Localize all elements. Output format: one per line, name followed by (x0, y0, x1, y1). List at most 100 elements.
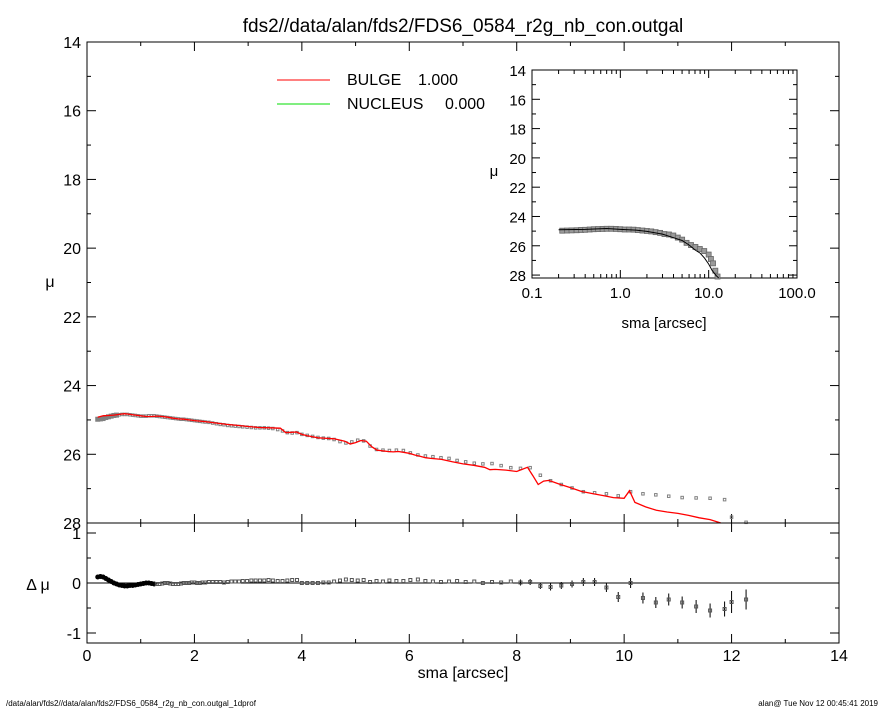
main-y-axis-label: μ (45, 274, 54, 291)
legend-value: 1.000 (418, 72, 458, 89)
inset-model-line (558, 227, 720, 279)
residual-ticks: 10-10 2 4 6 8 10 12 14 (67, 523, 848, 665)
main-data-point (528, 465, 532, 470)
main-data-point (499, 463, 503, 468)
residual-point (343, 577, 348, 582)
residual-point (257, 578, 262, 583)
main-data-point (481, 462, 485, 466)
residual-point (214, 580, 219, 584)
inset-y-tick-label: 16 (509, 92, 526, 109)
main-data-point (641, 492, 645, 496)
residual-point (518, 580, 523, 585)
inset-ticks: 14 16 18 20 22 24 26 280.1 1.0 10.0 100.0 (509, 63, 815, 302)
main-ticks: 14 16 18 20 22 24 26 28 (63, 35, 840, 533)
main-data-point (455, 458, 459, 463)
main-data-point (616, 494, 620, 498)
residual-points (95, 574, 749, 618)
inset-x-tick-label: 100.0 (778, 285, 816, 302)
residual-point (616, 595, 621, 599)
inset-y-tick-label: 28 (509, 268, 526, 285)
residual-point (229, 579, 234, 584)
residual-y-tick-label: 1 (72, 526, 81, 543)
x-tick-label: 12 (723, 648, 741, 665)
residual-point (225, 580, 230, 584)
residual-point (280, 579, 285, 583)
residual-point (206, 580, 211, 584)
inset-y-axis-label: μ (490, 163, 499, 180)
residual-point (592, 580, 597, 584)
main-data-point (472, 461, 477, 465)
residual-point (653, 600, 658, 605)
main-y-tick-label: 16 (63, 104, 81, 121)
footer-timestamp: alan@ Tue Nov 12 00:45:41 2019 (758, 699, 878, 708)
residual-point (305, 581, 310, 585)
bulge-model-line (97, 413, 721, 524)
main-y-tick-label: 14 (63, 35, 81, 52)
inset-y-tick-label: 14 (509, 63, 526, 80)
main-data-point (509, 465, 513, 470)
residual-point (528, 580, 533, 584)
residual-point (722, 607, 727, 611)
residual-point (203, 580, 208, 585)
legend-name: BULGE (347, 72, 401, 89)
residual-point (285, 578, 290, 583)
legend: BULGE 1.000 NUCLEUS 0.000 (277, 72, 485, 113)
inset-x-tick-label: 10.0 (694, 285, 723, 302)
residual-point (249, 578, 254, 583)
main-data-point (463, 460, 468, 464)
main-data-point (538, 473, 543, 477)
residual-point (499, 580, 504, 585)
residual-point (374, 579, 379, 583)
residual-point (708, 608, 713, 613)
inset-data-point (710, 260, 716, 267)
residual-point (218, 580, 223, 584)
residual-point (480, 581, 485, 585)
x-tick-label: 0 (83, 648, 92, 665)
residual-point (628, 581, 633, 585)
x-tick-label: 8 (512, 648, 521, 665)
residual-point (237, 579, 242, 584)
residual-point (666, 597, 671, 602)
residual-point (233, 579, 238, 584)
main-y-tick-label: 26 (63, 447, 81, 464)
main-data-point (654, 493, 658, 497)
residual-point (310, 581, 315, 585)
main-data-point (431, 454, 435, 459)
residual-point (361, 578, 366, 582)
chart-title: fds2//data/alan/fds2/FDS6_0584_r2g_nb_co… (243, 16, 684, 37)
inset-model-curve (558, 227, 720, 279)
main-y-tick-label: 20 (63, 241, 81, 258)
x-axis-label: sma [arcsec] (418, 665, 509, 682)
residual-y-tick-label: -1 (67, 626, 81, 643)
x-tick-label: 6 (405, 648, 414, 665)
residual-point (559, 583, 564, 588)
residual-point (694, 604, 699, 609)
main-y-tick-label: 18 (63, 172, 81, 189)
residual-point (508, 579, 513, 584)
residual-point (490, 580, 495, 584)
inset-y-tick-label: 20 (509, 151, 526, 168)
main-data-point (401, 448, 406, 453)
main-data-point (490, 461, 494, 466)
residual-point (548, 585, 553, 589)
residual-point (368, 580, 373, 584)
residual-point (253, 578, 258, 583)
inset-y-tick-label: 26 (509, 239, 526, 256)
main-y-tick-label: 24 (63, 379, 81, 396)
main-data-point (708, 496, 712, 501)
residual-point (430, 579, 435, 584)
main-data-point (744, 520, 748, 525)
residual-point (221, 580, 226, 585)
residual-point (326, 580, 331, 585)
residual-point (640, 596, 645, 600)
main-data-point (447, 456, 451, 461)
inset-plot-frame (531, 69, 798, 279)
x-tick-label: 2 (190, 648, 199, 665)
inset-y-tick-label: 22 (509, 180, 526, 197)
residual-point (581, 580, 586, 584)
x-tick-label: 14 (830, 648, 848, 665)
residual-point (337, 578, 342, 583)
residual-point (423, 579, 428, 583)
main-data-point (604, 492, 609, 496)
residual-point (604, 585, 609, 590)
